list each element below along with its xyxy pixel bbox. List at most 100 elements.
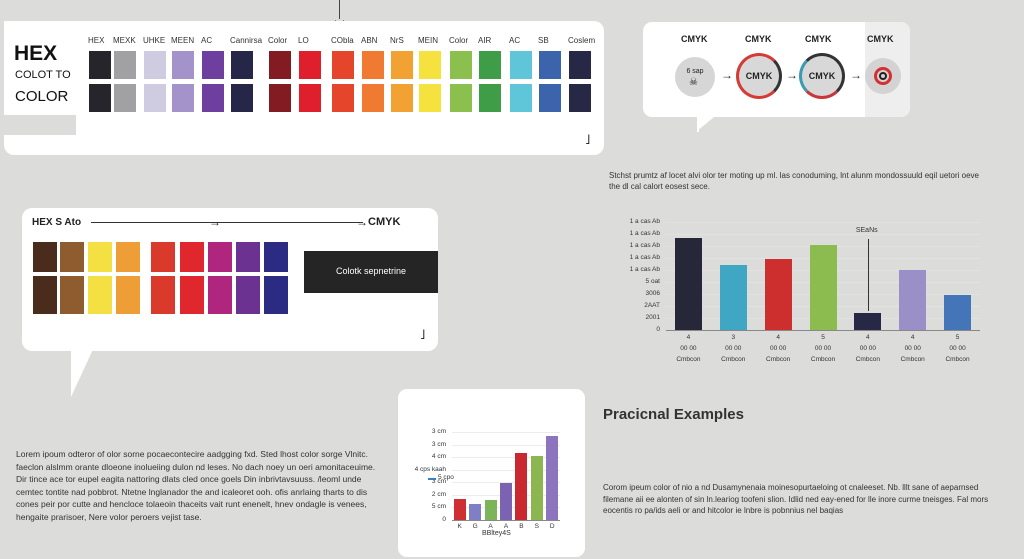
hex-cmyk-panel-tail xyxy=(71,345,95,397)
x-tick-label: Cmbcon xyxy=(721,356,746,363)
color-swatch xyxy=(60,276,84,314)
x-tick-label: Cmbcon xyxy=(855,356,880,363)
color-swatch xyxy=(33,242,57,272)
cmyk-label: CMYK xyxy=(867,34,894,44)
hex-cmyk-arrow-mid: → xyxy=(209,215,221,229)
y-tick-label: 0 xyxy=(656,326,660,333)
color-swatch xyxy=(299,84,321,112)
arrow-icon: → xyxy=(786,68,798,82)
color-swatch xyxy=(269,84,291,112)
x-tick-label: 3 xyxy=(731,334,736,341)
color-swatch xyxy=(144,84,166,112)
color-swatch xyxy=(510,51,532,79)
y-tick-label: 3 cm xyxy=(431,478,446,486)
side-caption: Stchst prumtz af locet alvi olor ter mot… xyxy=(609,171,979,191)
color-swatch xyxy=(569,51,591,79)
column-header: ABN xyxy=(361,36,378,45)
column-header: AC xyxy=(509,36,521,45)
color-swatch xyxy=(180,242,204,272)
x-axis xyxy=(452,520,560,521)
x-tick-label: 00 00 xyxy=(725,345,742,352)
cmyk-step-3-label: CMYK xyxy=(808,71,836,81)
color-swatch xyxy=(391,51,413,79)
column-header: Cannirsa xyxy=(230,36,263,45)
y-tick-label: 3 cm xyxy=(431,428,446,435)
annotation-pointer xyxy=(867,239,869,311)
chart-bar xyxy=(764,258,792,330)
cmyk-label: CMYK xyxy=(681,34,708,44)
arrow-icon: → xyxy=(721,68,733,82)
color-swatch xyxy=(569,84,591,112)
gridline xyxy=(666,234,980,235)
y-tick-label: 1 a cas Ab xyxy=(629,218,660,225)
hex-cmyk-from-label: HEX S Ato xyxy=(32,217,82,228)
color-swatch xyxy=(88,242,112,272)
gridline xyxy=(666,222,980,223)
target-icon xyxy=(865,58,901,94)
chart-bar xyxy=(500,482,512,520)
x-tick-label: A xyxy=(503,523,509,530)
color-swatch xyxy=(479,51,501,79)
color-swatch xyxy=(208,242,232,272)
y-tick-label: 3006 xyxy=(645,290,660,297)
color-swatch xyxy=(236,242,260,272)
legend-label: 5 cpo xyxy=(438,474,454,481)
x-tick-label: 00 00 xyxy=(770,345,787,352)
hex-cmyk-arrow-line xyxy=(91,222,363,223)
cmyk-step-3: CMYK xyxy=(799,53,845,99)
color-swatch xyxy=(391,84,413,112)
x-tick-label: 5 xyxy=(821,334,825,341)
corner-mark: ˩ xyxy=(420,326,426,342)
color-swatch xyxy=(479,84,501,112)
color-swatch xyxy=(114,51,136,79)
chart-bar xyxy=(546,436,559,520)
color-swatch xyxy=(172,51,194,79)
color-swatch xyxy=(60,242,84,272)
x-tick-label: 00 00 xyxy=(859,345,876,352)
y-tick-label: 3 cm xyxy=(431,440,446,448)
hex-panel-title-2: COLOT TO xyxy=(15,69,71,81)
color-swatch xyxy=(88,276,112,314)
gridline xyxy=(452,444,560,446)
x-tick-label: 00 00 xyxy=(904,345,921,352)
hex-panel-title-3: COLOR xyxy=(15,88,69,105)
x-tick-label: Cmbcon xyxy=(676,356,701,363)
hex-cmyk-arrow-end: → xyxy=(356,215,368,229)
y-tick-label: 4 cm xyxy=(431,453,446,461)
chart-bar xyxy=(484,500,497,520)
cmyk-panel-tail xyxy=(697,113,719,131)
color-separation-button[interactable]: Colotk sepnetrine xyxy=(304,251,438,293)
color-swatch xyxy=(202,51,224,79)
column-header: Color xyxy=(449,36,469,45)
chart-bar xyxy=(515,452,528,520)
color-swatch xyxy=(362,84,384,112)
x-tick-label: D xyxy=(549,523,555,530)
x-tick-label: Cmbcon xyxy=(900,356,925,363)
color-swatch xyxy=(236,276,260,314)
color-swatch xyxy=(450,84,472,112)
chart-bar xyxy=(469,503,482,520)
color-swatch xyxy=(539,84,561,112)
gridline xyxy=(452,457,560,459)
x-tick-label: 5 xyxy=(955,334,960,341)
column-header: CObla xyxy=(331,36,354,45)
practical-paragraph: Corom ipeum color of nio a nd Dusamynena… xyxy=(603,483,989,515)
cmyk-label: CMYK xyxy=(745,34,772,44)
hex-cmyk-to-label: CMYK xyxy=(368,216,401,228)
chart-bar xyxy=(899,269,927,330)
color-swatch xyxy=(172,84,194,112)
arrow-icon: → xyxy=(850,68,862,82)
color-swatch xyxy=(114,84,136,112)
x-tick-label: Cmbcon xyxy=(945,356,970,363)
chart-bar xyxy=(674,238,702,330)
column-header: HEX xyxy=(88,36,105,45)
color-swatch xyxy=(89,51,111,79)
color-swatch xyxy=(539,51,561,79)
color-swatch xyxy=(362,51,384,79)
y-tick-label: 0 xyxy=(442,516,446,523)
column-header: MEEN xyxy=(171,36,195,45)
color-swatch xyxy=(151,276,175,314)
target-ring-inner xyxy=(879,72,887,80)
cmyk-step-1: 6 sap ☠ xyxy=(675,57,715,97)
color-swatch xyxy=(510,84,532,112)
